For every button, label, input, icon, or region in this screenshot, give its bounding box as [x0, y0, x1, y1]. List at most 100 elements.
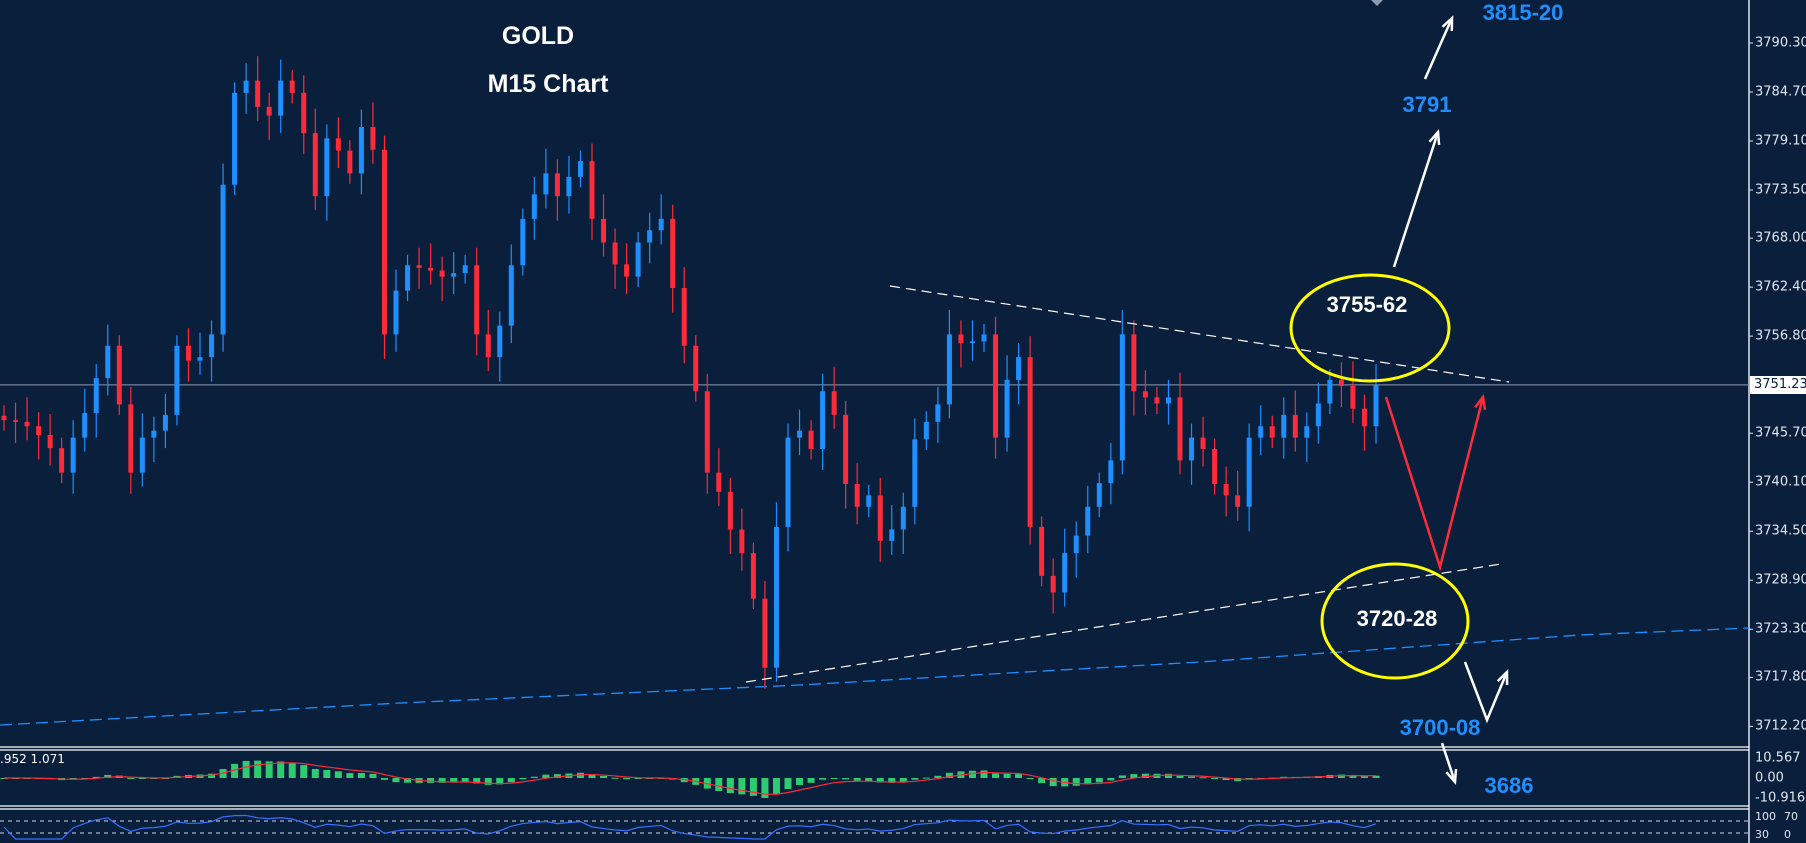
- bearish-candle: [589, 161, 595, 219]
- bearish-candle: [370, 127, 376, 150]
- macd-histogram-bar: [1049, 778, 1057, 787]
- bearish-candle: [1223, 484, 1229, 496]
- macd-histogram-bar: [1141, 773, 1149, 778]
- bearish-candle: [1212, 449, 1218, 484]
- macd-histogram-bar: [1222, 778, 1230, 781]
- macd-histogram-bar: [726, 778, 734, 794]
- bearish-arrow-icon-head: [1445, 768, 1458, 786]
- bullish-candle: [912, 439, 918, 507]
- price-tick-label: 3723.30: [1755, 621, 1806, 637]
- macd-histogram-bar: [334, 771, 342, 778]
- macd-histogram-bar: [1188, 776, 1196, 778]
- bearish-candle: [831, 391, 837, 415]
- bullish-candle: [773, 526, 779, 668]
- bullish-candle: [1085, 506, 1091, 536]
- bullish-candle: [900, 506, 906, 530]
- bearish-candle: [1350, 386, 1356, 409]
- rsi-tick-70: 70: [1784, 810, 1798, 823]
- macd-histogram-bar: [888, 778, 896, 783]
- bearish-candle: [1361, 408, 1367, 427]
- bearish-candle: [843, 414, 849, 484]
- macd-histogram-bar: [576, 772, 584, 778]
- bullish-candle: [209, 334, 215, 358]
- macd-histogram-bar: [127, 778, 135, 779]
- bearish-candle: [958, 334, 964, 344]
- macd-histogram-bar: [427, 778, 435, 783]
- macd-histogram-bar: [796, 778, 804, 786]
- resistance-zone-circle: [1289, 273, 1451, 383]
- bearish-candle: [670, 218, 676, 288]
- bearish-candle: [993, 334, 999, 438]
- macd-histogram-bar: [242, 760, 250, 778]
- macd-tick-bottom: -10.916: [1755, 790, 1806, 806]
- macd-histogram-bar: [1176, 775, 1184, 778]
- macd-histogram-bar: [784, 778, 792, 789]
- resistance-trendline: [889, 285, 1510, 383]
- macd-histogram-bar: [807, 778, 815, 783]
- bearish-candle: [704, 391, 710, 473]
- bullish-candle: [243, 80, 249, 93]
- macd-histogram-bar: [1084, 778, 1092, 785]
- bearish-candle: [750, 553, 756, 599]
- price-tick-label: 3784.70: [1755, 84, 1806, 100]
- macd-histogram-bar: [588, 774, 596, 778]
- bearish-candle: [762, 598, 768, 668]
- chart-title-symbol: GOLD: [501, 22, 575, 50]
- price-tick-label: 3734.50: [1755, 523, 1806, 539]
- bullish-candle: [923, 421, 929, 440]
- bullish-candle: [1327, 379, 1333, 404]
- bearish-candle: [185, 345, 191, 361]
- bearish-candle: [1177, 397, 1183, 461]
- price-tick-label: 3779.10: [1755, 133, 1806, 149]
- macd-histogram-bar: [992, 773, 1000, 778]
- macd-histogram-bar: [450, 778, 458, 783]
- bullish-candle: [1096, 483, 1102, 507]
- bearish-candle: [716, 472, 722, 492]
- macd-histogram-bar: [611, 777, 619, 779]
- bullish-candle: [1073, 535, 1079, 554]
- bearish-candle: [1, 415, 7, 421]
- bearish-candle: [128, 404, 134, 473]
- bearish-candle: [381, 149, 387, 335]
- bearish-candle: [624, 264, 630, 277]
- bullish-candle: [93, 378, 99, 414]
- bullish-candle: [405, 265, 411, 291]
- bullish-arrow-icon: [1392, 131, 1440, 268]
- macd-tick-top: 10.567: [1755, 750, 1801, 766]
- bullish-candle: [162, 414, 168, 431]
- macd-histogram-bar: [104, 774, 112, 778]
- macd-histogram-bar: [92, 776, 100, 778]
- macd-histogram-bar: [1026, 778, 1034, 779]
- macd-histogram-bar: [761, 778, 769, 798]
- bearish-candle: [428, 267, 434, 271]
- bearish-candle: [347, 150, 353, 174]
- price-tick-label: 3728.90: [1755, 572, 1806, 588]
- bearish-candle: [474, 265, 480, 335]
- bearish-candle: [1050, 575, 1056, 593]
- macd-histogram-bar: [1038, 778, 1046, 784]
- macd-histogram-bar: [1372, 775, 1380, 778]
- macd-tick-zero: 0.00: [1755, 770, 1784, 786]
- bullish-candle: [174, 345, 180, 415]
- bullish-candle: [889, 529, 895, 541]
- bearish-candle: [681, 288, 687, 346]
- price-tick-label: 3712.20: [1755, 718, 1806, 734]
- macd-histogram-bar: [876, 778, 884, 783]
- bearish-candle: [116, 345, 122, 405]
- rsi-tick-100: 100: [1755, 810, 1776, 823]
- macd-histogram-bar: [484, 778, 492, 785]
- macd-histogram-bar: [749, 778, 757, 796]
- diamond-marker-icon: [1371, 0, 1383, 6]
- bullish-candle: [220, 184, 226, 335]
- bearish-candle: [612, 242, 618, 265]
- price-tick-label: 3768.00: [1755, 230, 1806, 246]
- bullish-arrow-icon-head: [1441, 15, 1454, 32]
- bearish-candle: [47, 435, 53, 449]
- bullish-candle: [1315, 403, 1321, 427]
- bullish-candle: [105, 345, 111, 379]
- macd-histogram-bar: [945, 772, 953, 778]
- price-tick-label: 3773.50: [1755, 182, 1806, 198]
- bounce-arrow-icon-head: [1496, 669, 1509, 686]
- bearish-candle: [1039, 526, 1045, 576]
